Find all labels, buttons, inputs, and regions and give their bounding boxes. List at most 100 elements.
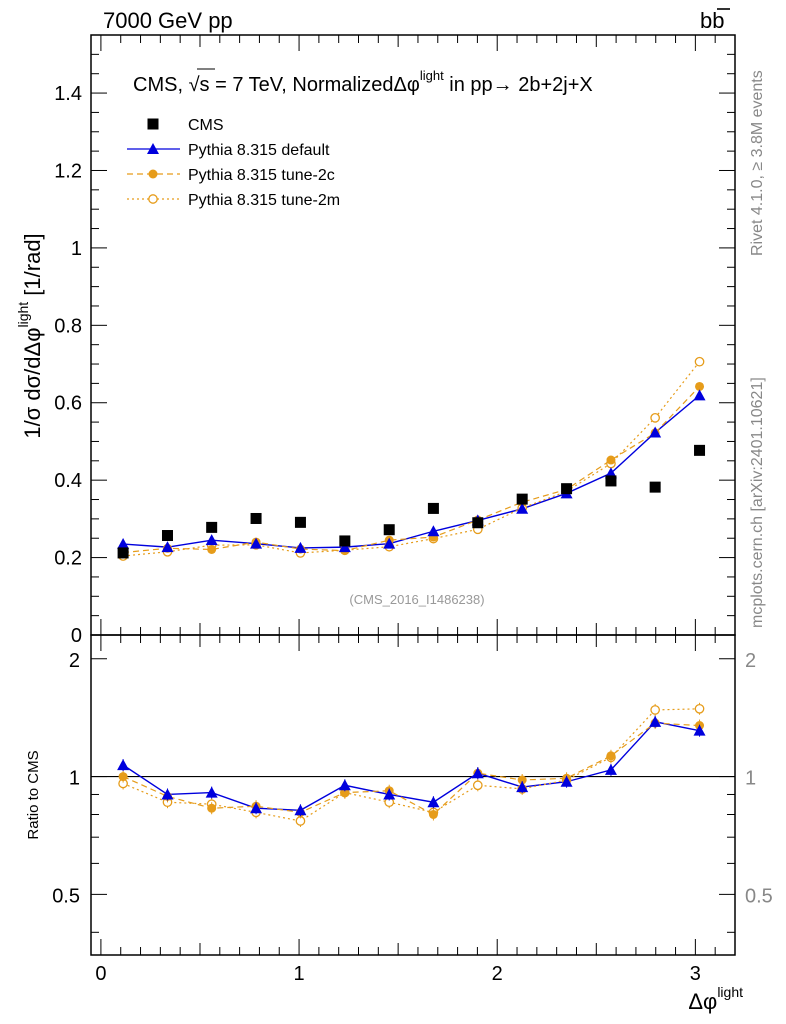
analysis-watermark: (CMS_2016_I1486238) [349, 592, 484, 607]
series-line-circle [123, 361, 701, 557]
x-tick-label: 1 [293, 963, 304, 985]
ratio-y-tick-label-right: 0.5 [745, 885, 773, 907]
data-point-square [605, 475, 617, 487]
ratio-panel: 0.5 0.5 1 1 2 2 0 1 2 3 Ratio to CMS Δφlight [25, 634, 773, 1014]
ratio-point-triangle [161, 788, 174, 800]
data-point-circle [650, 412, 660, 423]
legend-label: CMS [188, 117, 224, 134]
ratio-point-circle [694, 703, 705, 714]
ratio-ticks [91, 635, 735, 955]
ratio-point-triangle [117, 759, 130, 771]
legend-label: Pythia 8.315 tune-2m [188, 192, 340, 209]
ratio-y-tick-label: 0.5 [52, 885, 80, 907]
y-tick-label: 0.6 [54, 393, 82, 415]
data-point-square [561, 483, 573, 495]
data-point-triangle [117, 538, 130, 550]
legend-marker-square [147, 118, 159, 130]
legend-label: Pythia 8.315 tune-2c [188, 167, 335, 184]
plot-title: CMS, √s = 7 TeV, NormalizedΔφlight in pp… [133, 68, 593, 96]
title-mid: = 7 TeV, NormalizedΔφ [210, 74, 420, 96]
mcplots-label: mcplots.cern.ch [arXiv:2401.10621] [749, 377, 766, 628]
main-ticks [91, 35, 735, 636]
process-label: bb [700, 8, 724, 33]
ratio-point-dot [428, 809, 438, 819]
data-point-triangle [338, 541, 351, 553]
ratio-y-tick-label-right: 1 [745, 768, 756, 790]
y-tick-label: 1.2 [54, 160, 82, 182]
data-point-triangle [383, 537, 396, 549]
data-point-square [250, 512, 262, 524]
ratio-y-tick-label: 1 [69, 768, 80, 790]
data-point-dot [207, 544, 217, 554]
energy-label: 7000 GeV pp [103, 8, 233, 33]
ratio-point-circle [650, 705, 660, 715]
ylabel-sup: light [15, 302, 31, 328]
ratio-point-triangle [205, 786, 218, 798]
legend-marker-triangle [147, 143, 159, 154]
ratio-point-triangle [693, 724, 706, 736]
ratio-point-dot [207, 803, 217, 813]
y-tick-label: 0 [71, 625, 82, 647]
ratio-point-triangle [294, 804, 307, 816]
data-point-square [339, 535, 351, 547]
legend-entry[interactable]: Pythia 8.315 tune-2c [127, 167, 335, 184]
ratio-y-tick-labels: 0.5 0.5 1 1 2 2 [52, 650, 773, 908]
data-point-triangle [250, 537, 263, 549]
title-prefix: CMS, [133, 74, 189, 96]
legend-entry[interactable]: Pythia 8.315 tune-2m [127, 192, 340, 209]
y-tick-label: 0.8 [54, 315, 82, 337]
legend-marker-dot [148, 169, 158, 179]
data-point-triangle [693, 389, 706, 401]
legend-entry[interactable]: CMS [147, 117, 224, 134]
y-tick-label: 0.2 [54, 548, 82, 570]
xlabel-sup: light [717, 984, 743, 1000]
ratio-point-triangle [649, 715, 662, 727]
main-panel: 0 0.2 0.4 0.6 0.8 1 1.2 1.4 CMS, √s = 7 TeV, No… [15, 34, 736, 647]
ratio-point-triangle [383, 788, 396, 800]
process-label-group: bb [700, 8, 730, 33]
ratio-frame [90, 634, 736, 956]
legend-marker-circle [148, 194, 158, 204]
data-point-square [206, 521, 218, 533]
ratio-line-triangle [122, 721, 700, 812]
x-tick-labels: 0 1 2 3 [95, 963, 701, 985]
ratio-point-triangle [250, 802, 263, 814]
ratio-y-axis-label: Ratio to CMS [25, 750, 42, 839]
data-point-circle [694, 356, 705, 367]
data-point-triangle [649, 426, 662, 438]
title-sqrt-s: √s [189, 74, 210, 96]
data-point-square [427, 502, 439, 514]
main-y-tick-labels: 0 0.2 0.4 0.6 0.8 1 1.2 1.4 [54, 83, 82, 647]
data-point-square [516, 493, 528, 505]
ratio-point-circle [472, 780, 483, 791]
ratio-point-triangle [604, 763, 617, 775]
x-tick-label: 2 [492, 963, 503, 985]
xlabel-main: Δφ [688, 989, 717, 1014]
data-point-square [694, 444, 706, 456]
ylabel-main: 1/σ dσ/dΔφ [20, 328, 45, 439]
ratio-series [117, 702, 706, 827]
legend[interactable]: CMS Pythia 8.315 default Pythia 8.315 tune… [127, 117, 340, 209]
ratio-point-dot [517, 775, 527, 785]
title-sup: light [420, 68, 444, 83]
ratio-point-dot [118, 772, 128, 782]
ratio-point-triangle [516, 781, 529, 793]
data-point-triangle [161, 541, 174, 553]
ratio-point-triangle [427, 796, 440, 808]
legend-entry[interactable]: Pythia 8.315 default [127, 142, 330, 159]
legend-label: Pythia 8.315 default [188, 142, 330, 159]
title-suffix: in pp→ 2b+2j+X [444, 74, 593, 96]
ratio-point-triangle [560, 775, 573, 787]
y-tick-label: 0.4 [54, 470, 82, 492]
ratio-point-dot [606, 751, 616, 761]
data-point-square [472, 517, 484, 529]
data-point-square [649, 481, 661, 493]
data-point-square [383, 524, 395, 536]
ratio-point-triangle [338, 779, 351, 791]
main-y-axis-label: 1/σ dσ/dΔφlight [1/rad] [15, 233, 45, 438]
ratio-point-dot [340, 788, 350, 798]
data-point-triangle [516, 502, 529, 514]
data-point-triangle [294, 541, 307, 553]
data-point-square [294, 516, 306, 528]
